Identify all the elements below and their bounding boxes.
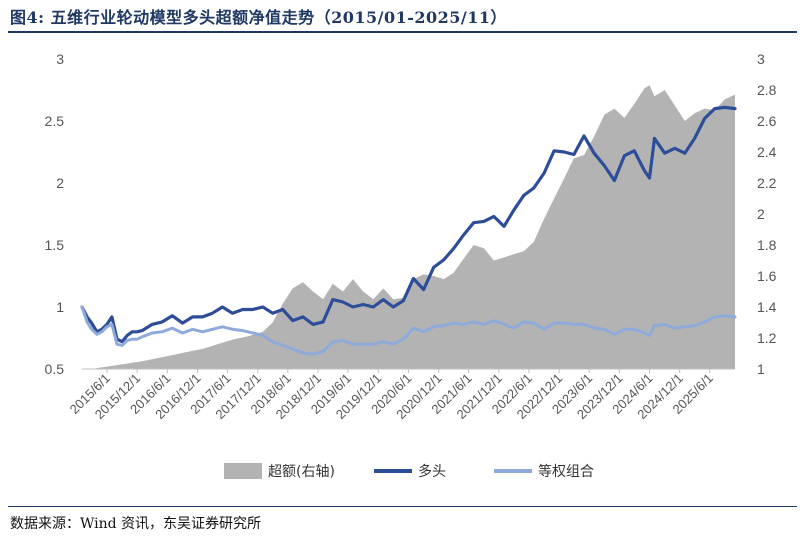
legend-item-excess: 超额(右轴) xyxy=(224,463,335,480)
legend-item-equal-weight: 等权组合 xyxy=(494,463,594,480)
excess-area-series xyxy=(82,85,735,370)
line-series-layer xyxy=(80,105,737,356)
right-y-tick-label: 1.4 xyxy=(757,299,777,315)
footer-rule xyxy=(8,506,797,507)
right-y-tick-label: 2.8 xyxy=(757,82,777,98)
left-y-tick-label: 1.5 xyxy=(45,237,65,253)
excess-area-layer xyxy=(82,85,735,370)
left-y-tick-label: 1 xyxy=(56,299,64,315)
legend-label: 等权组合 xyxy=(538,463,594,480)
left-y-tick-label: 0.5 xyxy=(45,361,65,377)
chart-title: 图4: 五维行业轮动模型多头超额净值走势（2015/01-2025/11） xyxy=(10,8,508,27)
right-y-tick-label: 1 xyxy=(757,361,765,377)
equal-weight-line-series xyxy=(80,305,737,356)
right-y-tick-label: 1.8 xyxy=(757,237,777,253)
legend-label: 超额(右轴) xyxy=(268,464,335,480)
right-y-tick-label: 2.4 xyxy=(757,144,777,160)
right-y-tick-label: 2 xyxy=(757,206,765,222)
legend-item-long: 多头 xyxy=(374,463,446,480)
left-y-tick-label: 2.5 xyxy=(45,113,65,129)
legend-label: 多头 xyxy=(418,463,446,480)
right-y-tick-label: 3 xyxy=(757,51,765,67)
right-y-tick-label: 2.2 xyxy=(757,175,777,191)
right-y-tick-label: 2.6 xyxy=(757,113,777,129)
left-y-tick-label: 3 xyxy=(56,51,64,67)
source-note: 数据来源：Wind 资讯，东吴证券研究所 xyxy=(10,516,262,532)
legend: 超额(右轴) 多头 等权组合 xyxy=(224,463,594,480)
right-y-tick-label: 1.6 xyxy=(757,268,777,284)
long-line-series xyxy=(80,105,737,344)
title-underline xyxy=(8,31,797,33)
legend-swatch xyxy=(224,463,262,479)
left-y-tick-label: 2 xyxy=(56,175,64,191)
right-y-tick-label: 1.2 xyxy=(757,330,777,346)
